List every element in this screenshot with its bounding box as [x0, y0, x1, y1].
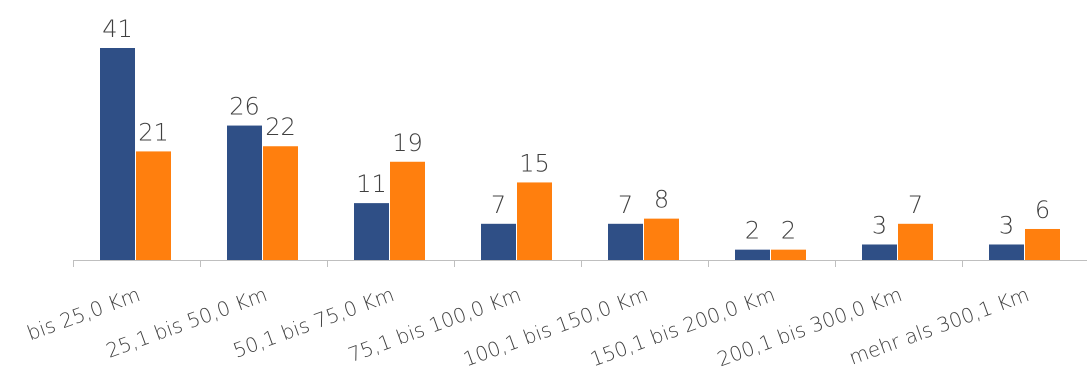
data-label-series-1-3: 11 [356, 170, 387, 198]
bar-series-1-2 [227, 125, 262, 260]
bar-series-1-8 [989, 244, 1024, 260]
bar-series-2-6 [771, 249, 806, 260]
bar-series-1-3 [354, 203, 389, 260]
data-label-series-1-7: 3 [872, 211, 887, 239]
data-label-series-1-1: 41 [102, 15, 133, 43]
bar-series-2-7 [898, 223, 933, 260]
x-axis [73, 260, 1087, 267]
bar-series-2-1 [136, 151, 171, 260]
bar-series-1-4 [481, 223, 516, 260]
bar-series-2-5 [644, 218, 679, 260]
data-label-series-2-5: 8 [654, 186, 669, 214]
data-label-series-2-3: 19 [392, 129, 423, 157]
bar-series-2-4 [517, 182, 552, 260]
data-label-series-1-6: 2 [745, 217, 760, 245]
data-label-series-1-8: 3 [999, 211, 1014, 239]
data-label-series-1-4: 7 [491, 191, 506, 219]
data-label-series-2-4: 15 [519, 149, 550, 177]
bar-series-2-8 [1025, 228, 1060, 260]
bar-series-2-3 [390, 161, 425, 260]
data-label-series-2-2: 22 [265, 113, 296, 141]
bar-series-1-1 [100, 48, 135, 260]
data-label-series-2-6: 2 [781, 217, 796, 245]
bars-layer [100, 48, 1060, 260]
data-label-series-2-1: 21 [138, 118, 169, 146]
data-label-series-2-8: 6 [1035, 196, 1050, 224]
data-label-series-1-2: 26 [229, 93, 260, 121]
bar-series-1-6 [735, 249, 770, 260]
bar-series-1-7 [862, 244, 897, 260]
bar-series-2-2 [263, 146, 298, 260]
data-label-series-1-5: 7 [618, 191, 633, 219]
data-label-series-2-7: 7 [908, 191, 923, 219]
bar-series-1-5 [608, 223, 643, 260]
